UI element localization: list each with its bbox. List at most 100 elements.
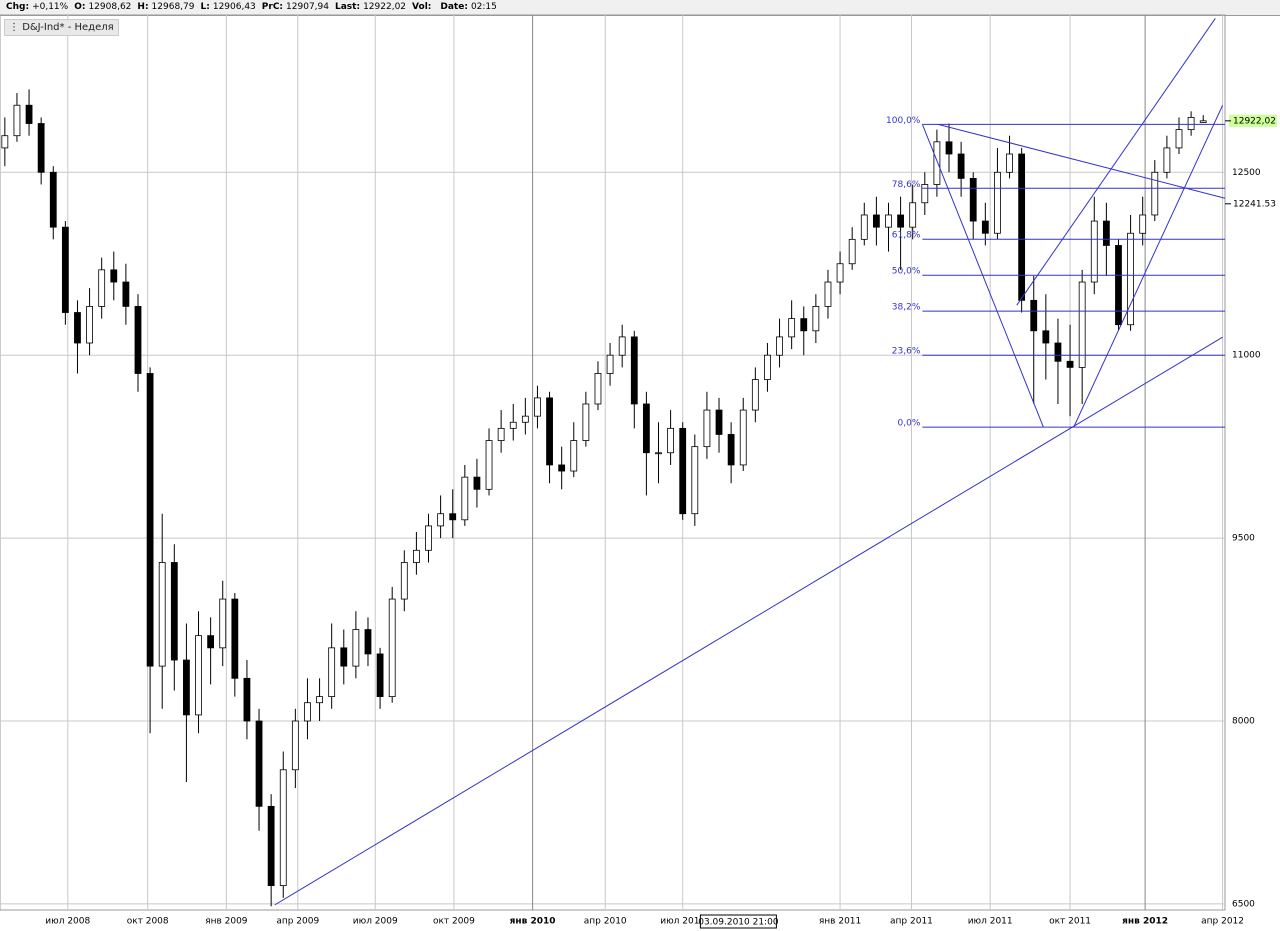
candle-body — [364, 629, 372, 655]
candle-body — [279, 769, 287, 887]
candle-body — [425, 525, 432, 551]
candle-body — [509, 421, 517, 429]
candle-body — [49, 171, 57, 228]
legend-tab[interactable]: ⋮ D&J-Ind* - Неделя — [4, 19, 119, 36]
candle-body — [836, 263, 844, 283]
candle-body — [570, 440, 578, 472]
candle-body — [788, 318, 796, 338]
candle-body — [860, 214, 868, 240]
candle-body — [655, 452, 662, 455]
status-value: 12922,02 — [363, 2, 407, 12]
candle-body — [933, 141, 941, 185]
status-value: 02:15 — [470, 2, 497, 12]
candle-body — [1054, 342, 1062, 362]
candle-body — [715, 409, 723, 435]
trend-line — [274, 336, 1223, 906]
x-tick-label: окт 2008 — [127, 917, 169, 927]
fib-label: 23,6% — [892, 347, 921, 357]
candle-body — [1163, 147, 1171, 173]
candle-body — [328, 647, 336, 698]
candle-body — [1078, 281, 1086, 368]
y-tick-label: 11000 — [1232, 351, 1261, 361]
candle-body — [122, 281, 130, 307]
candle-body — [170, 562, 178, 661]
status-value: 12968,79 — [151, 2, 195, 12]
candle-body — [267, 805, 275, 887]
candle-body — [546, 397, 553, 466]
candle-body — [400, 562, 408, 600]
candle-body — [534, 397, 541, 417]
candle-body — [703, 409, 711, 448]
status-label: Vol: — [412, 2, 432, 12]
candle-body — [207, 635, 215, 649]
candle-body — [1066, 360, 1074, 368]
x-tick-label: окт 2009 — [433, 917, 475, 927]
candle-body — [37, 123, 45, 173]
candle-body — [1115, 245, 1122, 326]
candle-body — [642, 403, 650, 454]
status-item: O: 12908,62 — [74, 2, 131, 12]
candle-body — [945, 141, 953, 155]
candle-body — [824, 281, 832, 307]
cursor-label: 03.09.2010 21:00 — [698, 918, 779, 928]
candle-body — [219, 598, 227, 649]
candle-body — [1139, 214, 1147, 234]
status-label: PrC: — [261, 2, 284, 12]
status-label: H: — [137, 2, 149, 12]
x-tick-label: янв 2012 — [1122, 917, 1168, 927]
candle-body — [1018, 153, 1026, 301]
y-tick-label: 6500 — [1232, 899, 1255, 909]
candle-body — [957, 153, 965, 179]
candle-body — [243, 677, 251, 722]
candle-body — [255, 720, 263, 807]
x-tick-label: янв 2010 — [510, 917, 556, 927]
candle-body — [1187, 117, 1195, 131]
candle-body — [1042, 330, 1050, 344]
candle-body — [969, 177, 977, 222]
x-tick-label: июл 2008 — [45, 917, 90, 927]
candle-body — [691, 446, 699, 515]
candle-body — [413, 549, 420, 563]
candle-body — [582, 403, 590, 441]
candle-body — [848, 238, 856, 265]
x-tick-label: июл 2011 — [968, 917, 1013, 927]
candle-body — [485, 440, 493, 490]
price-marker-label: 12922,02 — [1233, 116, 1276, 126]
status-value: 12906,43 — [212, 2, 256, 12]
candle-body — [110, 269, 118, 283]
candle-body — [909, 202, 917, 228]
candle-body — [812, 306, 820, 332]
status-label: L: — [200, 2, 210, 12]
candle-body — [885, 214, 892, 228]
status-item: H: 12968,79 — [137, 2, 194, 12]
status-label: Date: — [440, 2, 468, 12]
status-label: Chg: — [6, 2, 30, 12]
candle-body — [1030, 299, 1038, 332]
price-marker-box — [1229, 197, 1277, 210]
candle-body — [1102, 220, 1110, 246]
candle-body — [727, 434, 735, 466]
status-label: Last: — [335, 2, 361, 12]
y-tick-label: 8000 — [1232, 717, 1255, 727]
candle-body — [521, 415, 529, 423]
status-item: Last: 12922,02 — [335, 2, 406, 12]
x-tick-label: апр 2011 — [890, 917, 933, 927]
candle-body — [352, 629, 360, 667]
trend-line — [937, 123, 1226, 199]
x-tick-label: янв 2009 — [205, 917, 248, 927]
trend-line — [921, 124, 1044, 428]
legend-text: D&J-Ind* - Неделя — [22, 22, 114, 33]
candle-body — [981, 220, 989, 234]
plot-frame — [0, 14, 1226, 911]
candle-body — [158, 562, 166, 667]
candle-body — [558, 464, 566, 472]
status-item: L: 12906,43 — [201, 2, 256, 12]
candle-body — [739, 409, 747, 466]
candle-body — [231, 598, 239, 679]
candle-body — [388, 598, 396, 698]
candle-body — [776, 336, 783, 356]
candle-body — [800, 318, 808, 332]
trend-line — [1016, 18, 1216, 306]
fib-label: 38,2% — [892, 303, 921, 313]
candle-body — [61, 226, 69, 313]
